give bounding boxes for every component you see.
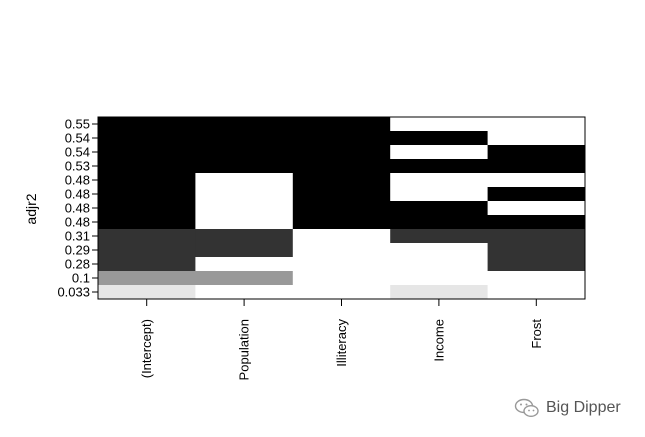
heatmap-cell xyxy=(195,271,294,286)
wechat-icon xyxy=(514,398,539,418)
heatmap-cell xyxy=(292,187,391,202)
x-tick-label: (Intercept) xyxy=(139,319,154,378)
heatmap-cell xyxy=(292,229,391,244)
heatmap-cell xyxy=(292,173,391,188)
heatmap-cell xyxy=(195,201,294,216)
y-tick-label: 0.48 xyxy=(65,215,90,230)
heatmap-cell xyxy=(98,131,196,146)
watermark: Big Dipper xyxy=(514,397,621,419)
heatmap-cell xyxy=(195,285,294,300)
y-tick-label: 0.033 xyxy=(57,285,90,300)
heatmap-cell xyxy=(390,131,488,146)
heatmap-cell xyxy=(292,271,391,286)
heatmap-cell xyxy=(98,229,196,244)
y-tick-label: 0.55 xyxy=(65,117,90,132)
y-tick-label: 0.48 xyxy=(65,187,90,202)
y-tick-label: 0.53 xyxy=(65,159,90,174)
heatmap-cell xyxy=(487,117,586,132)
heatmap-cell xyxy=(390,257,488,272)
heatmap-cell xyxy=(195,131,294,146)
heatmap-cell xyxy=(98,187,196,202)
x-tick-label: Illiteracy xyxy=(334,319,349,367)
heatmap-cell xyxy=(292,159,391,174)
heatmap-cell xyxy=(390,285,488,300)
heatmap-cell xyxy=(98,173,196,188)
heatmap-cell xyxy=(487,215,586,230)
heatmap-cell xyxy=(98,145,196,160)
heatmap-cell xyxy=(195,117,294,132)
heatmap-cell xyxy=(487,229,586,244)
heatmap-cell xyxy=(390,173,488,188)
heatmap-cell xyxy=(195,229,294,244)
heatmap-cell xyxy=(292,257,391,272)
heatmap-cell xyxy=(195,187,294,202)
heatmap-cell xyxy=(487,285,586,300)
heatmap-cell xyxy=(487,271,586,286)
y-tick-label: 0.54 xyxy=(65,131,90,146)
x-tick-label: Income xyxy=(431,319,446,362)
heatmap-cell xyxy=(195,215,294,230)
x-tick-label: Frost xyxy=(529,319,544,349)
y-tick-label: 0.48 xyxy=(65,173,90,188)
heatmap-cell xyxy=(195,173,294,188)
watermark-text: Big Dipper xyxy=(546,399,621,416)
heatmap-cell xyxy=(390,215,488,230)
heatmap-cell xyxy=(487,173,586,188)
heatmap-cell xyxy=(390,117,488,132)
y-tick-label: 0.31 xyxy=(65,229,90,244)
y-tick-label: 0.29 xyxy=(65,243,90,258)
heatmap-cell xyxy=(292,285,391,300)
heatmap-cell xyxy=(292,215,391,230)
heatmap-cells xyxy=(98,117,586,300)
heatmap-cell xyxy=(292,131,391,146)
heatmap-cell xyxy=(390,145,488,160)
heatmap-cell xyxy=(390,187,488,202)
heatmap-cell xyxy=(390,229,488,244)
heatmap-cell xyxy=(292,243,391,258)
heatmap-cell xyxy=(487,187,586,202)
y-tick-label: 0.28 xyxy=(65,257,90,272)
heatmap-cell xyxy=(487,145,586,160)
heatmap-cell xyxy=(292,117,391,132)
heatmap-cell xyxy=(292,145,391,160)
heatmap-cell xyxy=(98,159,196,174)
heatmap-cell xyxy=(98,201,196,216)
y-tick-label: 0.54 xyxy=(65,145,90,160)
heatmap-cell xyxy=(195,257,294,272)
heatmap-cell xyxy=(98,243,196,258)
heatmap-cell xyxy=(98,285,196,300)
heatmap-cell xyxy=(195,243,294,258)
heatmap-cell xyxy=(195,145,294,160)
x-tick-label: Population xyxy=(237,319,252,380)
y-tick-label: 0.48 xyxy=(65,201,90,216)
heatmap-cell xyxy=(292,201,391,216)
x-axis: (Intercept) Population Illiteracy Income Fro… xyxy=(139,299,544,380)
heatmap-cell xyxy=(98,215,196,230)
heatmap-cell xyxy=(487,243,586,258)
heatmap-cell xyxy=(487,159,586,174)
y-axis: 0.550.540.540.530.480.480.480.480.310.29… xyxy=(57,117,98,300)
heatmap-cell xyxy=(98,257,196,272)
heatmap-cell xyxy=(390,271,488,286)
y-axis-title: adjr2 xyxy=(23,193,39,224)
heatmap-cell xyxy=(195,159,294,174)
heatmap-cell xyxy=(390,201,488,216)
heatmap-cell xyxy=(487,201,586,216)
heatmap-cell xyxy=(98,271,196,286)
heatmap-cell xyxy=(390,159,488,174)
heatmap-cell xyxy=(487,131,586,146)
heatmap-cell xyxy=(390,243,488,258)
heatmap-cell xyxy=(98,117,196,132)
heatmap-cell xyxy=(487,257,586,272)
y-tick-label: 0.1 xyxy=(72,271,90,286)
